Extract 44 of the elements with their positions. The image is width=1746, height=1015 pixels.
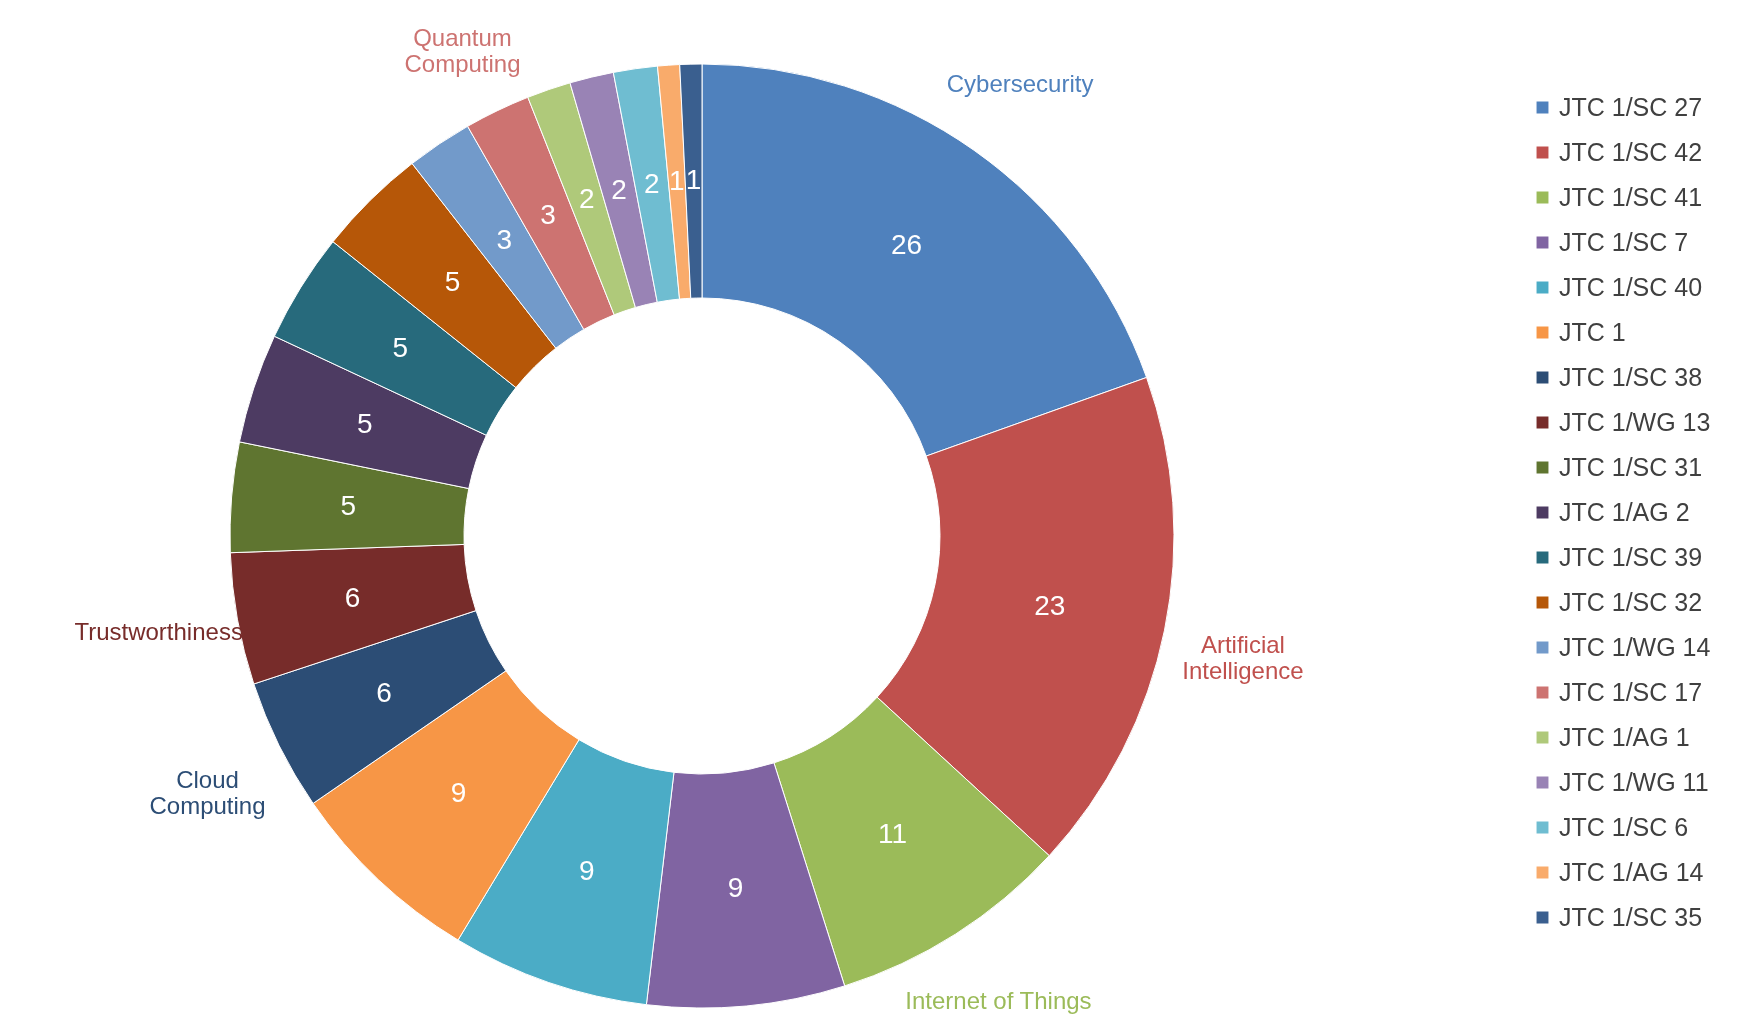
legend-label: JTC 1/SC 41 [1559, 182, 1703, 211]
data-label: 3 [540, 199, 556, 231]
data-label: 9 [450, 777, 467, 809]
legend-label: JTC 1/SC 7 [1559, 227, 1689, 256]
data-label: 2 [578, 183, 595, 215]
data-label: 23 [1034, 589, 1066, 621]
data-label: 26 [890, 228, 923, 260]
data-label: 2 [611, 173, 627, 205]
legend-label: JTC 1/AG 14 [1559, 857, 1704, 886]
text: Trustworthiness [74, 618, 243, 646]
text: Cybersecurity [946, 69, 1094, 97]
legend-label: JTC 1/SC 6 [1559, 812, 1689, 841]
data-label: 11 [878, 818, 908, 850]
legend-label: JTC 1/WG 13 [1559, 407, 1711, 436]
legend-label: JTC 1/SC 32 [1559, 587, 1703, 616]
text: Cloud Computing [149, 766, 266, 820]
data-label: 6 [344, 581, 361, 613]
legend-label: JTC 1/SC 17 [1559, 677, 1703, 706]
text: Internet of Things [905, 986, 1092, 1014]
data-label: 9 [727, 872, 744, 904]
legend-label: JTC 1/SC 38 [1559, 362, 1703, 391]
data-label: 2 [644, 167, 660, 199]
data-label: 5 [392, 331, 409, 363]
legend-label: JTC 1/AG 2 [1559, 497, 1690, 526]
legend-label: JTC 1/SC 40 [1559, 272, 1703, 301]
legend-label: JTC 1 [1559, 317, 1626, 346]
data-label: 3 [496, 224, 513, 256]
text: Artificial Intelligence [1182, 631, 1304, 685]
data-label: 1 [669, 164, 685, 196]
legend-label: JTC 1/SC 42 [1559, 137, 1703, 166]
legend-label: JTC 1/AG 1 [1559, 722, 1690, 751]
legend-label: JTC 1/WG 11 [1559, 767, 1709, 796]
data-label: 5 [357, 407, 373, 439]
legend-label: JTC 1/SC 31 [1559, 452, 1703, 481]
data-label: 5 [340, 489, 356, 521]
data-label: 1 [685, 164, 702, 196]
data-label: 5 [444, 266, 461, 298]
legend-label: JTC 1/SC 39 [1559, 542, 1703, 571]
legend-label: JTC 1/SC 27 [1559, 92, 1703, 121]
legend-label: JTC 1/SC 35 [1559, 902, 1703, 931]
data-label: 6 [376, 676, 392, 708]
legend-label: JTC 1/WG 14 [1559, 632, 1711, 661]
data-label: 9 [578, 854, 595, 886]
text: Quantum Computing [404, 23, 521, 77]
